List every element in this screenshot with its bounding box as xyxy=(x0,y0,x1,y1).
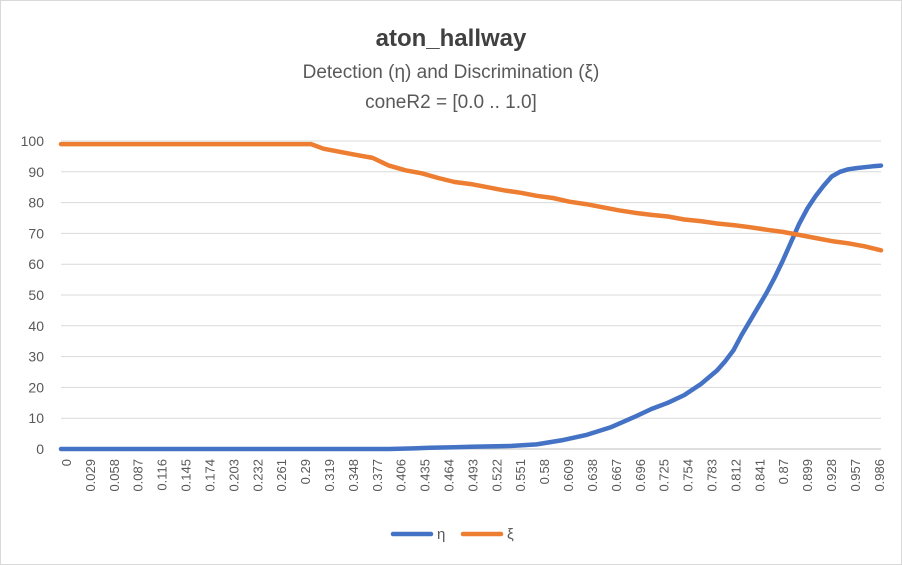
x-tick-label-3: 0.087 xyxy=(131,459,146,492)
x-tick-label-4: 0.116 xyxy=(155,459,170,491)
y-tick-label-70: 70 xyxy=(28,225,44,241)
chart-subtitle-1: Detection (η) and Discrimination (ξ) xyxy=(303,62,600,83)
series-line-eta xyxy=(58,163,884,452)
x-tick-label-28: 0.812 xyxy=(728,459,743,492)
x-tick-label-19: 0.551 xyxy=(513,459,528,492)
legend-label-xi: ξ xyxy=(507,526,514,543)
x-tick-label-16: 0.464 xyxy=(442,459,457,492)
x-tick-label-6: 0.174 xyxy=(202,459,217,492)
x-tick-label-1: 0.029 xyxy=(83,459,98,492)
y-tick-label-40: 40 xyxy=(28,318,44,334)
x-tick-label-25: 0.725 xyxy=(657,459,672,492)
x-tick-label-10: 0.29 xyxy=(298,459,313,484)
x-tick-label-26: 0.754 xyxy=(681,459,696,492)
y-tick-label-20: 20 xyxy=(28,379,44,395)
y-tick-label-60: 60 xyxy=(28,256,44,272)
x-tick-label-9: 0.261 xyxy=(274,459,289,492)
y-tick-label-100: 100 xyxy=(21,133,45,149)
x-tick-label-22: 0.638 xyxy=(585,459,600,492)
y-tick-label-90: 90 xyxy=(28,164,44,180)
x-tick-label-15: 0.435 xyxy=(418,459,433,492)
x-tick-label-31: 0.899 xyxy=(800,459,815,492)
chart-subtitle-2: coneR2 = [0.0 .. 1.0] xyxy=(365,92,537,113)
x-tick-label-29: 0.841 xyxy=(752,459,767,492)
x-tick-label-2: 0.058 xyxy=(107,459,122,492)
x-tick-label-27: 0.783 xyxy=(704,459,719,492)
x-tick-label-20: 0.58 xyxy=(537,459,552,484)
series-line-xi xyxy=(58,141,884,253)
x-tick-label-23: 0.667 xyxy=(609,459,624,492)
x-tick-label-32: 0.928 xyxy=(824,459,839,492)
grid-layer xyxy=(61,140,881,450)
x-tick-label-17: 0.493 xyxy=(465,459,480,492)
series-layer xyxy=(58,141,884,452)
legend-label-eta: η xyxy=(437,526,445,543)
x-tick-label-18: 0.522 xyxy=(489,459,504,492)
x-tick-label-21: 0.609 xyxy=(561,459,576,492)
y-tick-label-0: 0 xyxy=(36,441,44,457)
x-tick-label-34: 0.986 xyxy=(872,459,887,492)
y-tick-label-10: 10 xyxy=(28,410,44,426)
x-tick-label-5: 0.145 xyxy=(179,459,194,492)
x-tick-label-33: 0.957 xyxy=(848,459,863,492)
x-tick-label-0: 0 xyxy=(59,459,74,466)
x-tick-label-11: 0.319 xyxy=(322,459,337,492)
x-tick-label-14: 0.406 xyxy=(394,459,409,492)
x-tick-label-12: 0.348 xyxy=(346,459,361,492)
x-tick-label-24: 0.696 xyxy=(633,459,648,492)
x-tick-label-13: 0.377 xyxy=(370,459,385,492)
chart-title: aton_hallway xyxy=(376,25,527,52)
x-tick-label-8: 0.232 xyxy=(250,459,265,492)
y-tick-label-80: 80 xyxy=(28,195,44,211)
x-tick-label-30: 0.87 xyxy=(776,459,791,484)
y-tick-label-50: 50 xyxy=(28,287,44,303)
y-tick-label-30: 30 xyxy=(28,349,44,365)
y-axis-ticks: 0 10 20 30 40 50 60 70 80 90 100 xyxy=(21,133,45,457)
x-tick-label-7: 0.203 xyxy=(226,459,241,492)
x-axis-ticks: 0 0.029 0.058 0.087 0.116 0.145 0.174 0.203 0.23… xyxy=(59,459,887,492)
